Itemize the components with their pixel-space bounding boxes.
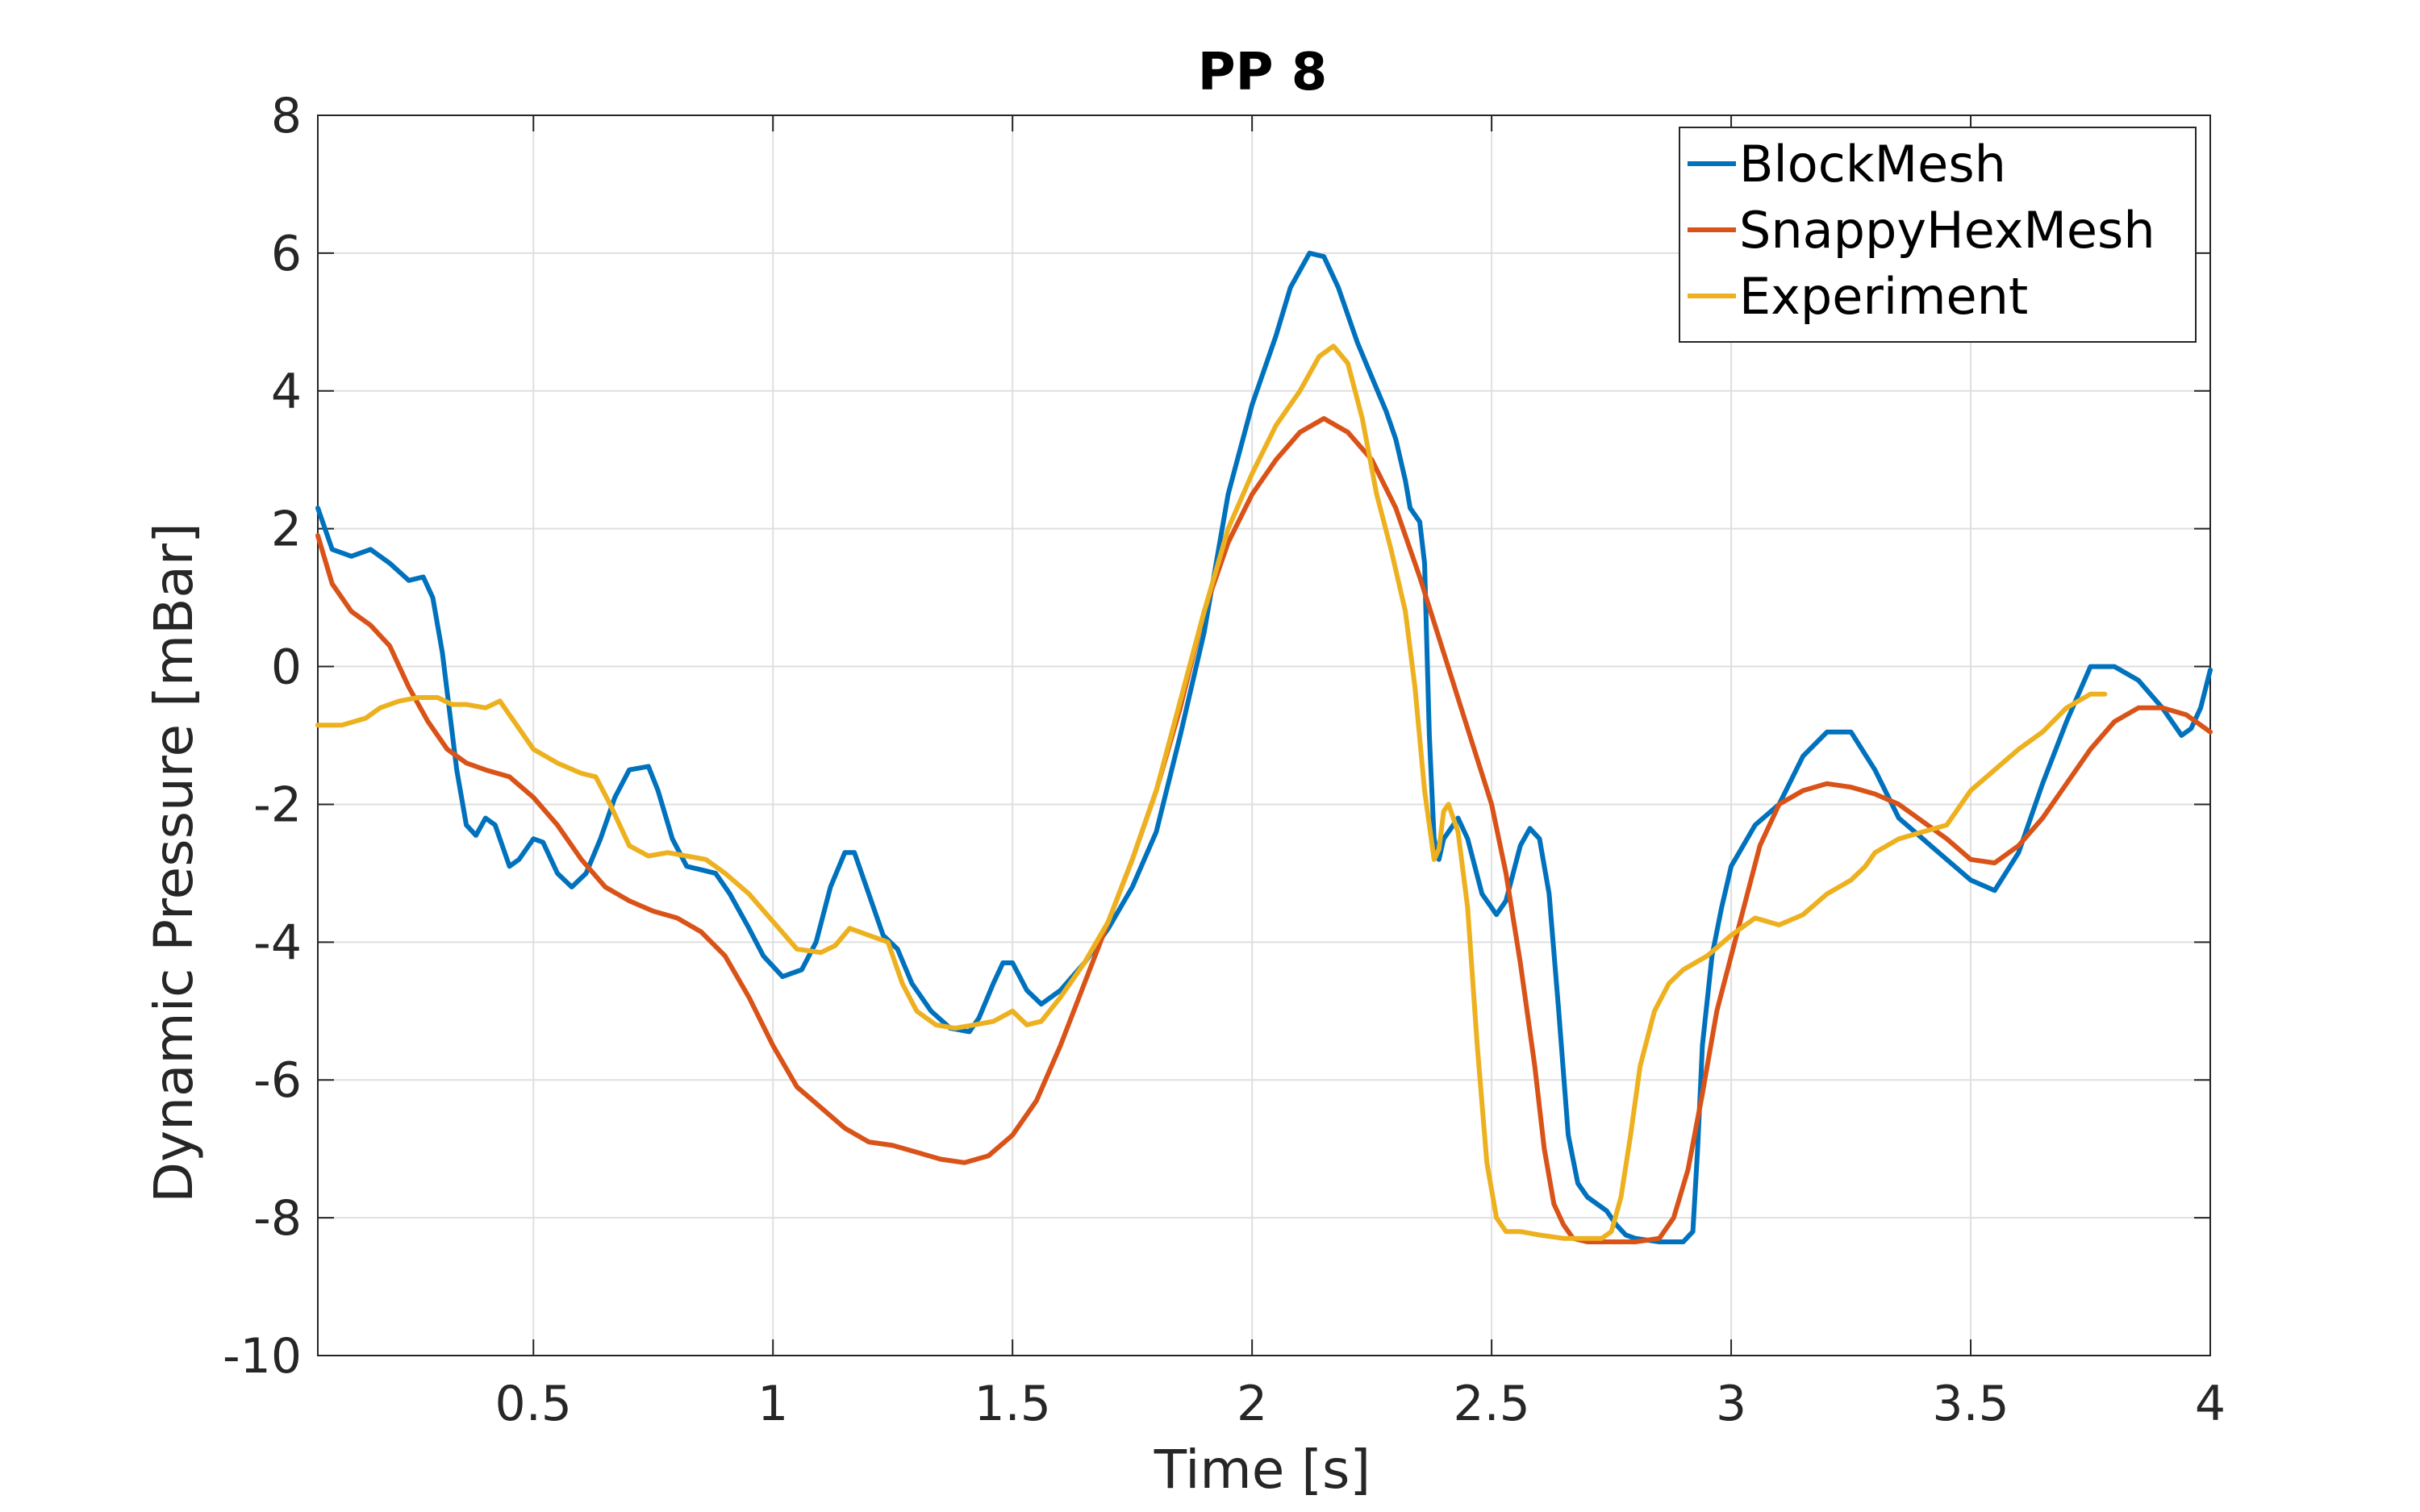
x-tick-label: 3 xyxy=(1716,1376,1746,1432)
x-tick-label: 1 xyxy=(757,1376,788,1432)
y-tick-label: 0 xyxy=(271,639,302,696)
series-line-blockmesh xyxy=(315,250,2213,1244)
series-line-experiment xyxy=(315,344,2108,1241)
series-lines xyxy=(315,250,2213,1244)
x-axis: 0.5 1 1.5 2 2.5 3 3.5 4 xyxy=(495,115,2226,1432)
y-tick-label: -10 xyxy=(223,1328,302,1385)
x-tick-label: 0.5 xyxy=(495,1376,572,1432)
y-tick-label: -6 xyxy=(253,1052,302,1109)
legend-label: SnappyHexMesh xyxy=(1739,201,2155,260)
legend-label: BlockMesh xyxy=(1739,135,2006,194)
y-tick-label: -2 xyxy=(253,777,302,833)
x-axis-label: Time [s] xyxy=(1154,1439,1371,1501)
legend: BlockMesh SnappyHexMesh Experiment xyxy=(1679,127,2197,343)
x-tick-label: 1.5 xyxy=(974,1376,1050,1432)
x-tick-label: 3.5 xyxy=(1932,1376,2009,1432)
y-tick-label: 6 xyxy=(271,226,302,282)
legend-box xyxy=(1679,127,2197,343)
y-axis: -10 -8 -6 -4 -2 0 2 4 6 8 xyxy=(223,88,2210,1385)
y-axis-label: Dynamic Pressure [mBar] xyxy=(143,523,205,1203)
legend-label: Experiment xyxy=(1739,267,2028,326)
x-tick-label: 4 xyxy=(2195,1376,2226,1432)
x-tick-label: 2 xyxy=(1237,1376,1267,1432)
y-tick-label: 2 xyxy=(271,502,302,558)
x-tick-label: 2.5 xyxy=(1453,1376,1529,1432)
chart-title: PP 8 xyxy=(1198,43,1328,102)
series-line-snappyhexmesh xyxy=(315,416,2213,1244)
y-tick-label: -8 xyxy=(253,1190,302,1247)
plot-area xyxy=(317,115,2211,1356)
y-tick-label: 8 xyxy=(271,88,302,144)
y-tick-label: -4 xyxy=(253,914,302,971)
y-tick-label: 4 xyxy=(271,364,302,420)
